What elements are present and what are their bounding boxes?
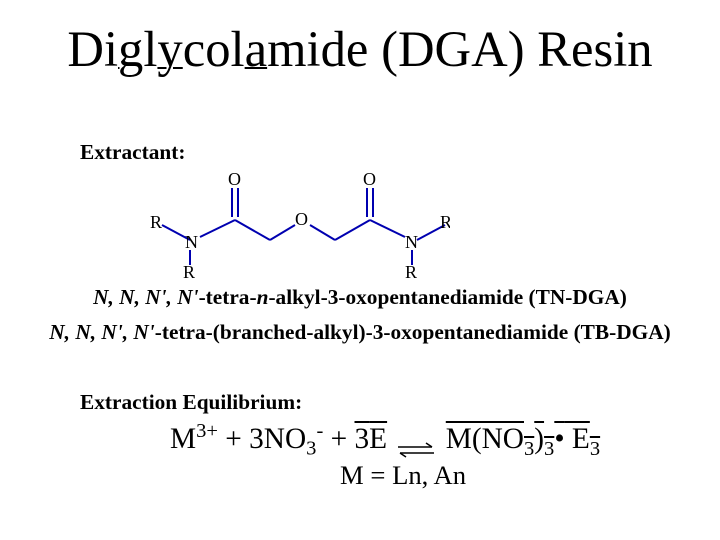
atom-r: R: [183, 262, 195, 280]
extractant-label: Extractant:: [80, 140, 185, 165]
compound-prefix: N, N, N', N': [93, 285, 198, 309]
atom-o: O: [295, 209, 308, 229]
equilibrium-label: Extraction Equilibrium:: [80, 390, 302, 415]
title-part: a: [245, 21, 267, 77]
compound-text: -tetra-: [199, 285, 257, 309]
eq-dot: •: [554, 423, 564, 455]
atom-r: R: [440, 212, 450, 232]
molecule-structure: R N R O O O N R R: [150, 170, 450, 280]
compound-n: n: [257, 285, 269, 309]
title-part: l: [143, 21, 157, 77]
eq-NO: NO: [264, 423, 306, 455]
eq-MNO3: M(NO: [446, 423, 524, 455]
atom-r: R: [405, 262, 417, 280]
eq-M: M: [170, 423, 196, 455]
atom-o: O: [228, 170, 241, 189]
equation-note: M = Ln, An: [340, 460, 466, 491]
atom-r: R: [150, 212, 162, 232]
title-part: y: [157, 21, 182, 77]
atom-n: N: [185, 232, 198, 252]
compound-prefix: N, N, N', N': [49, 320, 154, 344]
atom-o: O: [363, 170, 376, 189]
eq-sub: 3: [544, 438, 554, 460]
eq-close: ): [534, 423, 544, 455]
eq-sub: 3: [524, 438, 534, 460]
eq-plus: +: [323, 423, 354, 455]
eq-E3: E: [565, 423, 590, 455]
compound-text: -alkyl-3-oxopentanediamide (TN-DGA): [268, 285, 626, 309]
title-part: Di: [67, 21, 118, 77]
equilibrium-arrow-icon: [396, 433, 436, 449]
compound-text: -tetra-(branched-alkyl)-3-oxopentanediam…: [155, 320, 671, 344]
atom-n: N: [405, 232, 418, 252]
compound-name-1: N, N, N', N'-tetra-n-alkyl-3-oxopentaned…: [0, 285, 720, 310]
eq-3: 3: [355, 423, 370, 455]
title-part: g: [118, 21, 143, 77]
compound-name-2: N, N, N', N'-tetra-(branched-alkyl)-3-ox…: [0, 320, 720, 345]
eq-plus: +: [218, 423, 249, 455]
eq-3: 3: [249, 423, 264, 455]
eq-E: E: [369, 423, 387, 455]
eq-sub: 3: [590, 438, 600, 460]
eq-sup: 3+: [196, 420, 218, 442]
equilibrium-equation: M3+ + 3NO3- + 3E M(NO3)3• E3: [170, 420, 600, 461]
page-title: Diglycolamide (DGA) Resin: [0, 0, 720, 78]
eq-sub: 3: [306, 438, 316, 460]
title-part: mide (DGA) Resin: [267, 21, 653, 77]
title-part: col: [183, 21, 245, 77]
